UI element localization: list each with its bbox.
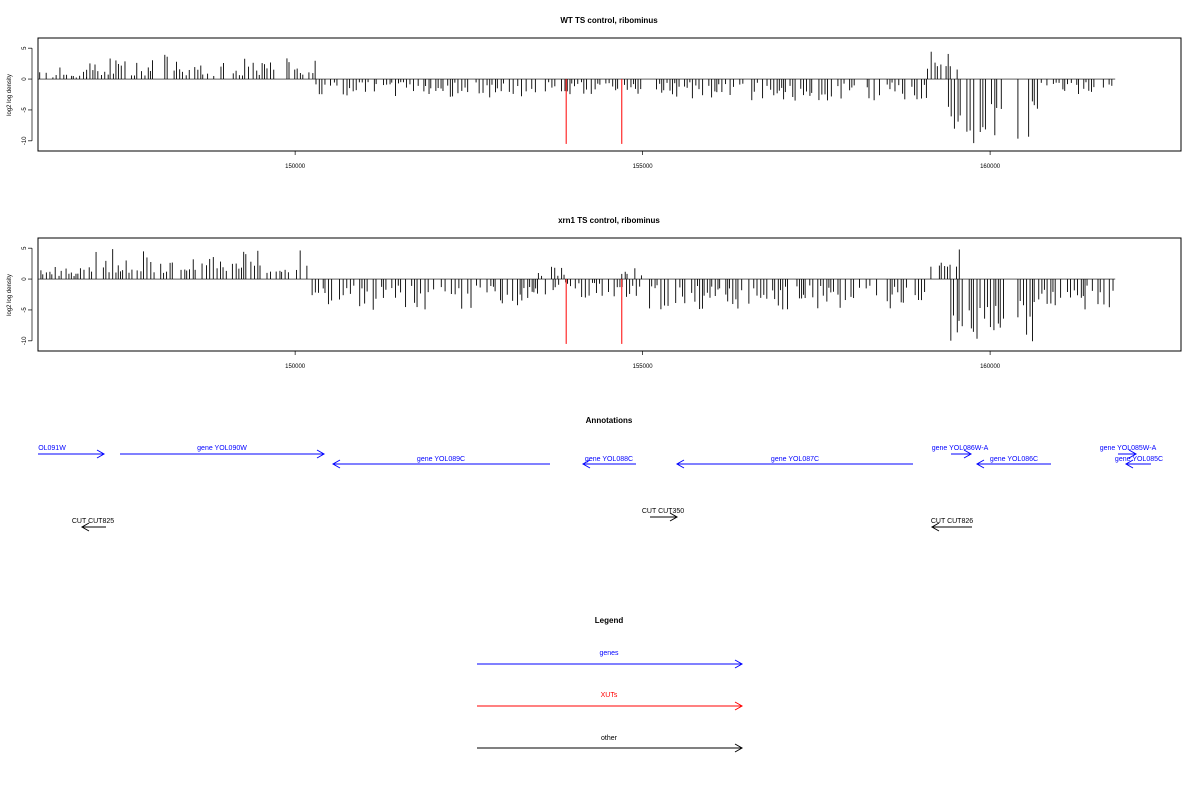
cut-annotation: CUT CUT350: [642, 508, 684, 522]
annotations-title: Annotations: [586, 416, 633, 425]
bar-series: [37, 249, 1116, 342]
legend-label: XUTs: [601, 692, 618, 699]
y-tick-label: -5: [22, 107, 28, 113]
gene-label: OL091W: [38, 445, 66, 452]
gene-label: gene YOL089C: [417, 456, 465, 463]
gene-annotation: gene YOL085C: [1115, 456, 1163, 469]
xut-lines: [565, 279, 623, 344]
arrowhead-icon: [734, 659, 744, 669]
arrowhead-icon: [581, 459, 591, 469]
cut-annotation: CUT CUT825: [72, 518, 114, 532]
x-axis: 150000 155000 160000: [285, 151, 1001, 170]
x-tick-label: 160000: [980, 164, 1001, 170]
y-tick-label: -5: [22, 307, 28, 313]
legend: Legend genes XUTs other: [477, 616, 744, 753]
arrowhead-icon: [80, 522, 90, 532]
y-tick-label: 0: [22, 277, 28, 281]
gene-annotation: gene YOL087C: [675, 456, 913, 469]
cut-label: CUT CUT825: [72, 518, 114, 525]
gene-annotation: gene YOL086C: [975, 456, 1051, 469]
arrowhead-icon: [96, 449, 106, 459]
legend-item-genes: genes: [477, 650, 744, 669]
gene-annotation: OL091W: [38, 445, 106, 459]
arrowhead-icon: [734, 701, 744, 711]
y-axis-label: log2 log density: [7, 74, 13, 116]
panel-wt-ts-control: WT TS control, ribominus log2 log densit…: [7, 16, 1182, 170]
x-tick-label: 150000: [285, 364, 306, 370]
legend-label: genes: [599, 650, 619, 657]
gene-annotation: gene YOL090W: [120, 445, 326, 459]
bar-series: [38, 51, 1116, 144]
arrowhead-icon: [963, 449, 973, 459]
y-axis: 5 0 -5 -10: [22, 46, 33, 145]
legend-item-other: other: [477, 735, 744, 753]
cut-label: CUT CUT826: [931, 518, 973, 525]
gene-label: gene YOL090W: [197, 445, 247, 452]
arrowhead-icon: [734, 743, 744, 753]
gene-label: gene YOL087C: [771, 456, 819, 463]
x-axis: 150000 155000 160000: [285, 351, 1001, 370]
x-tick-label: 150000: [285, 164, 306, 170]
gene-label: gene YOL085C: [1115, 456, 1163, 463]
x-tick-label: 160000: [980, 364, 1001, 370]
x-tick-label: 155000: [633, 164, 654, 170]
arrowhead-icon: [1124, 459, 1134, 469]
y-tick-label: -10: [22, 136, 28, 145]
y-tick-label: 5: [22, 246, 28, 250]
xut-lines: [565, 79, 623, 144]
legend-label: other: [601, 735, 618, 742]
gene-label: gene YOL086W-A: [932, 445, 989, 452]
gene-label: gene YOL085W-A: [1100, 445, 1157, 452]
gene-annotation: gene YOL089C: [331, 456, 550, 469]
legend-title: Legend: [595, 616, 624, 625]
x-tick-label: 155000: [633, 364, 654, 370]
arrowhead-icon: [331, 459, 341, 469]
arrowhead-icon: [669, 512, 679, 522]
arrowhead-icon: [1128, 449, 1138, 459]
gene-annotation: gene YOL086W-A: [932, 445, 989, 459]
y-axis-label: log2 log density: [7, 274, 13, 316]
plot-frame: [37, 237, 1182, 352]
gene-label: gene YOL086C: [990, 456, 1038, 463]
annotations-panel: Annotations OL091W gene YOL090W gene YOL…: [38, 416, 1163, 532]
arrowhead-icon: [675, 459, 685, 469]
panel-xrn1-ts-control: xrn1 TS control, ribominus log2 log dens…: [7, 216, 1182, 370]
arrowhead-icon: [975, 459, 985, 469]
cut-label: CUT CUT350: [642, 508, 684, 515]
y-tick-label: -10: [22, 336, 28, 345]
chart-title: xrn1 TS control, ribominus: [558, 216, 660, 225]
y-tick-label: 0: [22, 77, 28, 81]
cut-annotation: CUT CUT826: [930, 518, 973, 532]
gene-label: gene YOL088C: [585, 456, 633, 463]
y-axis: 5 0 -5 -10: [22, 246, 33, 345]
plot-frame: [37, 37, 1182, 152]
legend-item-xuts: XUTs: [477, 692, 744, 711]
gene-annotation: gene YOL088C: [581, 456, 636, 469]
chart-title: WT TS control, ribominus: [560, 16, 658, 25]
arrowhead-icon: [930, 522, 940, 532]
gene-annotation: gene YOL085W-A: [1100, 445, 1157, 459]
y-tick-label: 5: [22, 46, 28, 50]
arrowhead-icon: [316, 449, 326, 459]
